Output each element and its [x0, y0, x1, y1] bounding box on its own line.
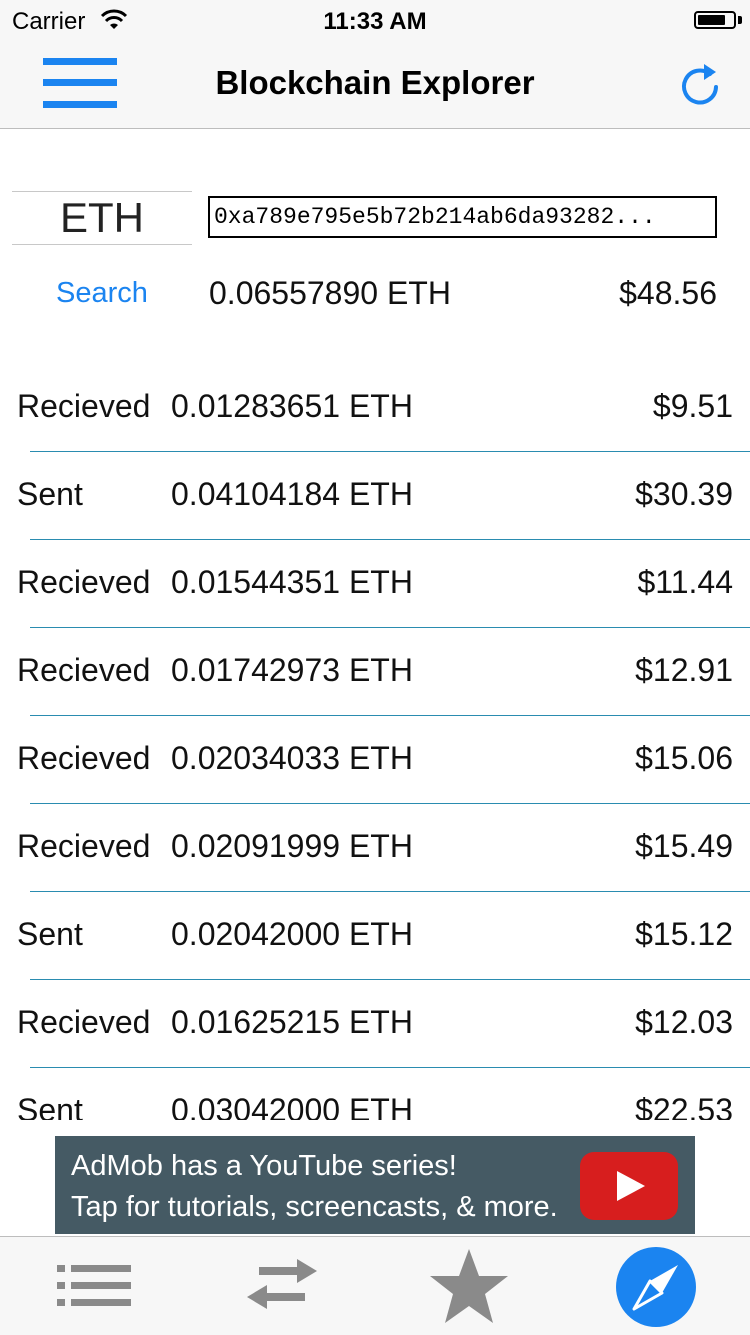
transaction-usd: $11.44 — [637, 564, 734, 600]
transaction-type: Sent — [17, 916, 83, 952]
transaction-amount: 0.01742973 ETH — [171, 652, 413, 688]
transaction-type: Recieved — [17, 740, 151, 776]
transaction-usd: $15.06 — [635, 740, 733, 776]
row-divider — [30, 1067, 750, 1068]
transaction-row[interactable]: Recieved 0.01742973 ETH $12.91 — [0, 628, 750, 716]
currency-selector[interactable]: ETH — [12, 191, 192, 245]
transaction-type: Recieved — [17, 388, 151, 424]
tab-list[interactable] — [0, 1237, 187, 1335]
battery-tip — [738, 16, 742, 24]
transaction-type: Sent — [17, 1092, 83, 1120]
transaction-usd: $12.91 — [635, 652, 733, 688]
transaction-usd: $15.49 — [635, 828, 733, 864]
status-bar: Carrier 11:33 AM — [0, 0, 750, 40]
tab-transfer[interactable] — [187, 1237, 374, 1335]
clock: 11:33 AM — [323, 8, 427, 35]
transaction-amount: 0.02034033 ETH — [171, 740, 413, 776]
transaction-type: Recieved — [17, 564, 151, 600]
carrier-label: Carrier — [12, 8, 86, 35]
tab-favorites[interactable] — [374, 1237, 561, 1335]
transaction-row[interactable]: Recieved 0.02034033 ETH $15.06 — [0, 716, 750, 804]
wifi-icon — [100, 9, 128, 29]
ad-headline: AdMob has a YouTube series! — [71, 1150, 457, 1182]
transaction-amount: 0.04104184 ETH — [171, 476, 413, 512]
page-title: Blockchain Explorer — [215, 64, 535, 101]
tab-explore[interactable] — [561, 1237, 748, 1335]
youtube-play-icon — [580, 1152, 678, 1220]
transaction-row[interactable]: Sent 0.03042000 ETH $22.53 — [0, 1068, 750, 1120]
compass-icon — [616, 1247, 696, 1327]
transaction-usd: $30.39 — [635, 476, 733, 512]
refresh-icon[interactable] — [676, 60, 724, 108]
row-divider — [30, 891, 750, 892]
row-divider — [30, 627, 750, 628]
transaction-amount: 0.02042000 ETH — [171, 916, 413, 952]
transaction-row[interactable]: Recieved 0.01544351 ETH $11.44 — [0, 540, 750, 628]
row-divider — [30, 979, 750, 980]
transaction-amount: 0.01625215 ETH — [171, 1004, 413, 1040]
transaction-type: Recieved — [17, 828, 151, 864]
search-button[interactable]: Search — [56, 277, 148, 309]
address-input[interactable]: 0xa789e795e5b72b214ab6da93282... — [208, 196, 717, 238]
transaction-type: Recieved — [17, 1004, 151, 1040]
transaction-type: Sent — [17, 476, 83, 512]
row-divider — [30, 803, 750, 804]
transaction-usd: $22.53 — [635, 1092, 733, 1120]
star-icon — [430, 1249, 508, 1323]
list-icon — [57, 1265, 131, 1306]
balance-eth: 0.06557890 ETH — [209, 275, 451, 311]
transaction-amount: 0.01283651 ETH — [171, 388, 413, 424]
battery-fill — [698, 15, 725, 25]
hamburger-menu-icon[interactable] — [43, 58, 117, 108]
transaction-list[interactable]: Recieved 0.01283651 ETH $9.51 Sent 0.0410418… — [0, 364, 750, 1120]
row-divider — [30, 539, 750, 540]
transaction-usd: $9.51 — [652, 388, 733, 424]
tab-bar — [0, 1236, 750, 1335]
transaction-row[interactable]: Recieved 0.01283651 ETH $9.51 — [0, 364, 750, 452]
transaction-type: Recieved — [17, 652, 151, 688]
transaction-row[interactable]: Recieved 0.02091999 ETH $15.49 — [0, 804, 750, 892]
transaction-row[interactable]: Sent 0.04104184 ETH $30.39 — [0, 452, 750, 540]
transaction-row[interactable]: Recieved 0.01625215 ETH $12.03 — [0, 980, 750, 1068]
transaction-usd: $12.03 — [635, 1004, 733, 1040]
transaction-amount: 0.01544351 ETH — [171, 564, 413, 600]
transaction-amount: 0.02091999 ETH — [171, 828, 413, 864]
transaction-usd: $15.12 — [635, 916, 733, 952]
transfer-arrows-icon — [247, 1259, 317, 1309]
navigation-bar: Blockchain Explorer — [0, 40, 750, 129]
battery-icon — [694, 11, 736, 29]
transaction-amount: 0.03042000 ETH — [171, 1092, 413, 1120]
balance-usd: $48.56 — [619, 275, 717, 311]
row-divider — [30, 451, 750, 452]
ad-subline: Tap for tutorials, screencasts, & more. — [71, 1191, 558, 1223]
row-divider — [30, 715, 750, 716]
transaction-row[interactable]: Sent 0.02042000 ETH $15.12 — [0, 892, 750, 980]
ad-banner[interactable]: AdMob has a YouTube series! Tap for tuto… — [55, 1136, 695, 1234]
